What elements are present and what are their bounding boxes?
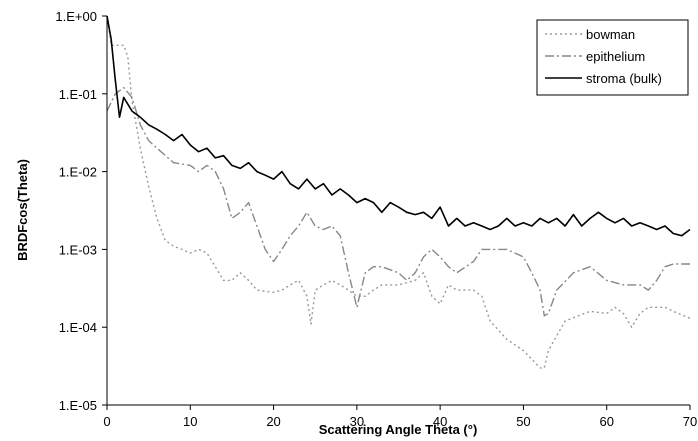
x-tick-label: 70 — [683, 414, 697, 429]
legend-label-2: stroma (bulk) — [586, 71, 662, 86]
x-tick-label: 60 — [599, 414, 613, 429]
legend-label-0: bowman — [586, 27, 635, 42]
series-line-2 — [106, 15, 691, 237]
legend-label-1: epithelium — [586, 49, 645, 64]
x-tick-label: 30 — [350, 414, 364, 429]
x-tick-label: 0 — [103, 414, 110, 429]
x-ticks: 0 10 20 30 40 50 60 70 — [103, 405, 697, 429]
y-axis-title: BRDFcos(Theta) — [15, 159, 30, 261]
x-tick-label: 50 — [516, 414, 530, 429]
y-tick-label: 1.E-03 — [59, 242, 97, 257]
y-tick-label: 1.E-01 — [59, 87, 97, 102]
legend-box — [536, 19, 689, 96]
y-ticks: 1.E+00 1.E-01 1.E-02 1.E-03 1.E-04 1.E-05 — [55, 9, 107, 413]
y-tick-label: 1.E+00 — [55, 9, 97, 24]
y-tick-label: 1.E-02 — [59, 165, 97, 180]
plot-lines — [106, 15, 691, 369]
x-axis-title: Scattering Angle Theta (°) — [319, 422, 478, 437]
x-tick-label: 40 — [433, 414, 447, 429]
axes — [106, 16, 690, 406]
x-tick-label: 10 — [183, 414, 197, 429]
x-tick-label: 20 — [266, 414, 280, 429]
y-tick-label: 1.E-05 — [59, 398, 97, 413]
legend: bowman epithelium stroma (bulk) — [536, 19, 689, 96]
series-line-1 — [106, 86, 690, 317]
y-tick-label: 1.E-04 — [59, 320, 97, 335]
